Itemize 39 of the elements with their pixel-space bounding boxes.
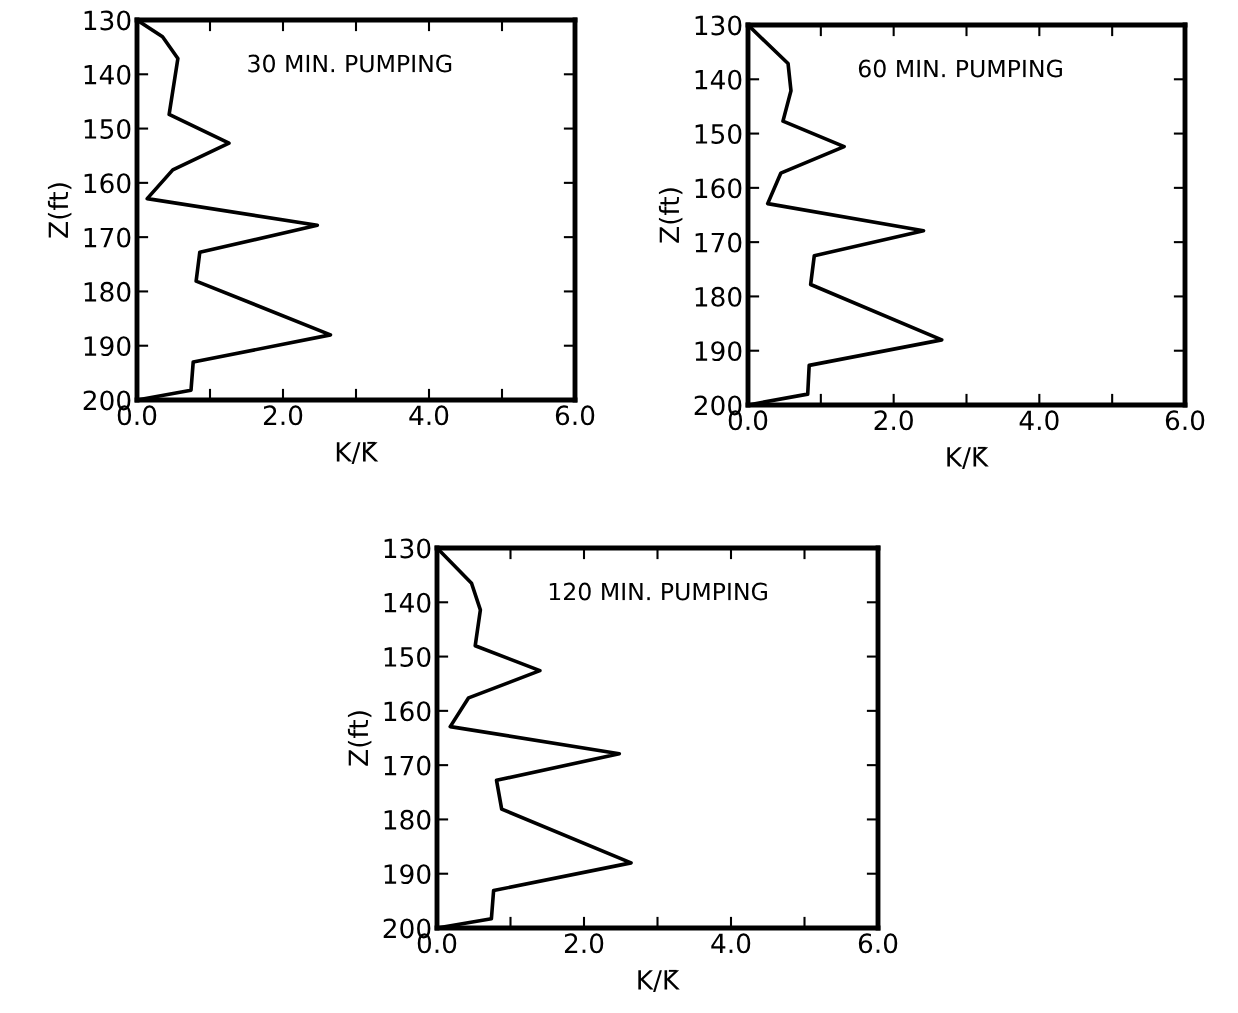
- y-tick-label: 150: [695, 124, 742, 144]
- y-tick-label: 150: [384, 647, 431, 667]
- y-tick-label: 140: [695, 69, 742, 90]
- y-tick-label: 140: [384, 592, 431, 613]
- text: 30 MIN. PUMPING: [248, 54, 452, 73]
- y-tick-label: 160: [84, 173, 131, 194]
- x-tick-label: 6.0: [858, 933, 898, 954]
- y-tick-label: 130: [384, 538, 431, 559]
- y-tick-label: 180: [384, 809, 431, 830]
- y-tick-label: 150: [84, 119, 131, 139]
- y-tick-label: 140: [84, 64, 131, 85]
- y-axis-title: Z(ft): [347, 711, 372, 766]
- x-tick-label: 4.0: [409, 405, 449, 426]
- y-tick-label: 190: [695, 341, 742, 362]
- x-axis-title: K/K̄: [947, 446, 989, 470]
- x-tick-label: 6.0: [555, 405, 595, 426]
- y-tick-label: 170: [695, 232, 742, 253]
- x-tick-label: 4.0: [1019, 410, 1059, 431]
- y-tick-label: 160: [384, 701, 431, 722]
- x-axis-title: K/K̄: [336, 441, 379, 465]
- text: 120 MIN. PUMPING: [549, 582, 767, 601]
- x-tick-label: 2.0: [263, 405, 303, 426]
- y-tick-label: 180: [84, 281, 131, 302]
- x-axis-title: K/K̄: [638, 969, 680, 993]
- x-tick-label: 6.0: [1165, 410, 1205, 431]
- y-axis-title: Z(ft): [658, 188, 683, 243]
- y-tick-label: 160: [695, 178, 742, 199]
- x-tick-label: 2.0: [874, 410, 913, 431]
- y-tick-label: 130: [84, 10, 131, 31]
- y-tick-label: 170: [384, 755, 431, 776]
- y-tick-label: 170: [84, 227, 131, 248]
- y-tick-label: 190: [84, 336, 131, 357]
- x-tick-label: 4.0: [711, 933, 751, 954]
- y-tick-label: 180: [695, 286, 742, 307]
- y-tick-label: 130: [695, 15, 742, 36]
- y-tick-label: 190: [384, 864, 431, 885]
- y-axis-title: Z(ft): [47, 183, 72, 238]
- text: 60 MIN. PUMPING: [858, 59, 1062, 78]
- x-tick-label: 2.0: [564, 933, 604, 954]
